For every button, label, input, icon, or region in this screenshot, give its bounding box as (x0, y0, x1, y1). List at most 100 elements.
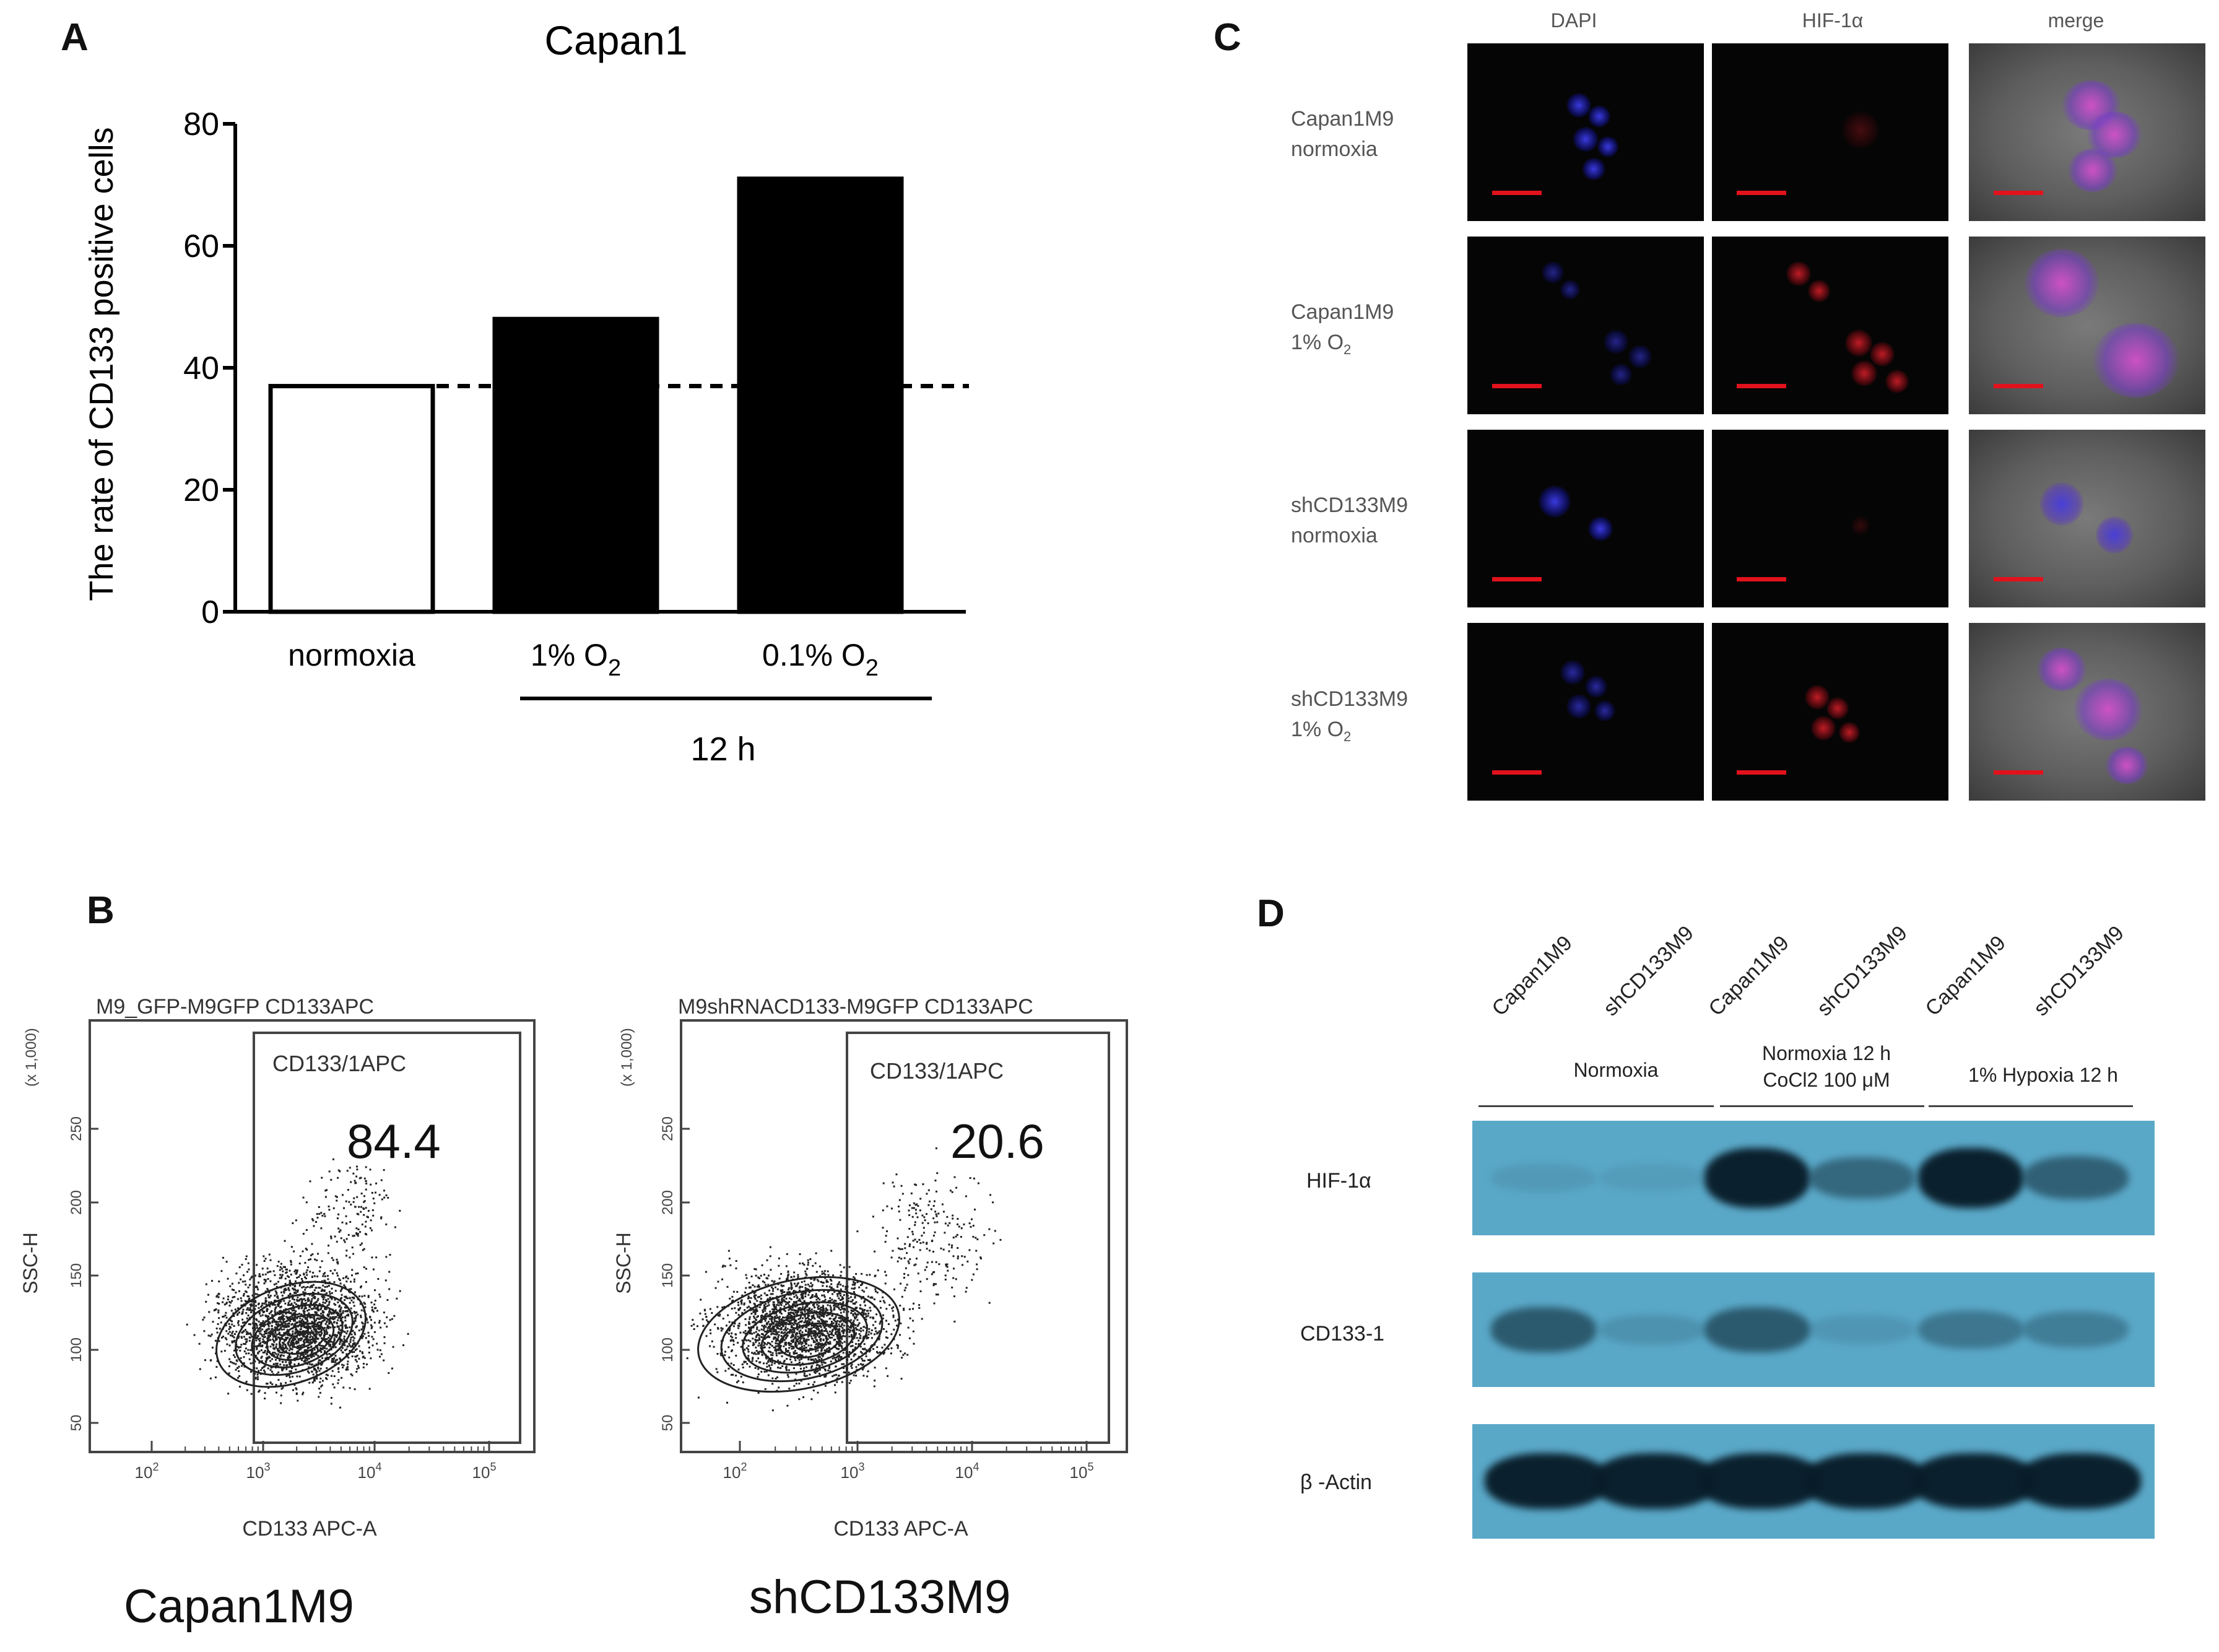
lane-label: Capan1M9 (1921, 931, 2010, 1021)
scale-bar (1737, 191, 1786, 195)
y-tick-label: 40 (183, 350, 219, 386)
row-label: Capan1M9 normoxia (1291, 104, 1394, 165)
micrograph-merge (1969, 43, 2205, 221)
blot-band (2023, 1311, 2129, 1347)
flow-plot-frame (89, 1019, 536, 1453)
blot-band (1918, 1147, 2023, 1208)
density-contours (215, 1280, 367, 1388)
blot-band (1918, 1310, 2023, 1349)
x-tick-label: 103 (246, 1461, 271, 1482)
y-tick-label: 100 (659, 1337, 676, 1362)
y-tick-label: 200 (659, 1190, 676, 1215)
y-scale-note: (x 1,000) (23, 1028, 40, 1087)
x-axis-label: CD133 APC-A (833, 1517, 968, 1541)
y-axis-label: SSC-H (19, 1232, 41, 1294)
y-tick-label: 250 (659, 1116, 676, 1141)
row-label-line2: normoxia (1291, 137, 1378, 162)
y-tick-label: 50 (68, 1415, 85, 1432)
blot-label-hif1a: HIF-1α (1306, 1169, 1371, 1193)
x-tick-label: 103 (841, 1461, 865, 1482)
flow-gate-box (253, 1032, 521, 1444)
flow-plot-caption: Capan1M9 (124, 1580, 354, 1633)
row-label-line1: shCD133M9 (1291, 493, 1408, 517)
condition-line1: 1% Hypoxia 12 h (1968, 1064, 2118, 1086)
scale-bar (1492, 191, 1542, 195)
flow-cytometry-figure: M9_GFP-M9GFP CD133APC CD133/1APC 84.4 (x… (19, 995, 1128, 1633)
scale-bar (1737, 384, 1786, 388)
condition-line2: CoCl2 100 μM (1763, 1069, 1890, 1092)
x-tick-label: 104 (358, 1461, 382, 1482)
y-tick-label: 100 (68, 1337, 85, 1362)
row-label-line2: 1% O (1291, 331, 1344, 355)
panel-letter-c: C (1214, 16, 1241, 59)
micrograph-dapi (1467, 623, 1704, 801)
blot-band (1491, 1163, 1596, 1192)
micrograph-hif1a (1712, 430, 1948, 607)
condition-label-cocl2: Normoxia 12 h CoCl2 100 μM (1715, 1040, 1938, 1093)
micrograph-dapi (1467, 43, 1704, 221)
lane-label: Capan1M9 (1487, 931, 1577, 1021)
panel-letter-d: D (1257, 892, 1285, 935)
y-tick-label: 50 (659, 1415, 676, 1432)
condition-underline (1929, 1105, 2133, 1107)
scale-bar (1737, 770, 1786, 775)
x-tick-label: 102 (135, 1461, 159, 1482)
x-tick-label: 104 (955, 1461, 979, 1482)
density-contours (697, 1276, 900, 1393)
flow-plot-header: M9shRNACD133-M9GFP CD133APC (678, 995, 1033, 1019)
group-label: 12 h (690, 731, 755, 768)
scale-bar (1994, 384, 2043, 388)
blot-band (1810, 1157, 1915, 1199)
row-label-line2: normoxia (1291, 524, 1378, 548)
x-tick-label: 1% O2 (531, 638, 621, 681)
micrograph-merge (1969, 623, 2205, 801)
scale-bar (1737, 577, 1786, 581)
gate-percentage: 84.4 (347, 1114, 441, 1168)
row-label-subscript: 2 (1344, 342, 1352, 358)
blot-band (1704, 1147, 1810, 1208)
blot-band (1698, 1453, 1822, 1509)
flow-plot-capan1m9: M9_GFP-M9GFP CD133APC CD133/1APC 84.4 (x… (19, 995, 536, 1633)
flow-plot-shcd133m9: M9shRNACD133-M9GFP CD133APC CD133/1APC 2… (612, 995, 1128, 1624)
y-tick-label: 200 (68, 1190, 85, 1215)
chart-plot-area: 0 20 40 60 80 normoxia 1% O2 0.1% O2 12 h (183, 107, 969, 768)
lane-label: Capan1M9 (1704, 931, 1794, 1021)
y-tick-label: 150 (68, 1263, 85, 1288)
blot-band (1491, 1306, 1596, 1352)
y-tick-label: 0 (201, 594, 219, 630)
column-header-dapi: DAPI (1550, 9, 1597, 32)
flow-plot-caption: shCD133M9 (749, 1571, 1010, 1624)
bar (268, 384, 435, 614)
y-tick-label: 80 (183, 107, 219, 142)
row-label-line1: Capan1M9 (1291, 300, 1394, 324)
condition-line1: Normoxia 12 h (1761, 1042, 1891, 1064)
blot-band (1599, 1163, 1704, 1192)
bar-chart-cd133: Capan1 The rate of CD133 positive cells … (83, 17, 969, 768)
row-label-line1: shCD133M9 (1291, 687, 1408, 711)
row-label: Capan1M9 1% O2 (1291, 297, 1394, 360)
blot-band (2017, 1453, 2141, 1509)
blot-band (1704, 1306, 1810, 1352)
y-tick-label: 250 (68, 1116, 85, 1141)
flow-gate-box (846, 1032, 1110, 1444)
gate-label: CD133/1APC (272, 1051, 406, 1076)
y-tick-label: 20 (183, 472, 219, 508)
blot-label-cd133: CD133-1 (1300, 1322, 1385, 1346)
condition-line1: Normoxia (1573, 1059, 1659, 1081)
y-axis-label: SSC-H (612, 1232, 635, 1294)
row-label-subscript: 2 (1344, 729, 1352, 745)
blot-band (1912, 1453, 2036, 1509)
x-tick-label: 102 (723, 1461, 747, 1482)
panel-letter-b: B (87, 889, 115, 932)
scale-bar (1492, 770, 1542, 775)
gate-percentage: 20.6 (950, 1114, 1044, 1168)
micrograph-merge (1969, 237, 2205, 414)
scale-bar (1994, 577, 2043, 581)
scatter-events (186, 1158, 409, 1409)
x-tick-label: 105 (472, 1461, 497, 1482)
blot-band (1593, 1453, 1717, 1509)
micrograph-dapi (1467, 237, 1704, 414)
axis-ticks: 50 100 150 200 250 102 103 104 105 (659, 1116, 1093, 1482)
bar (737, 176, 904, 614)
blot-band (2023, 1156, 2129, 1199)
